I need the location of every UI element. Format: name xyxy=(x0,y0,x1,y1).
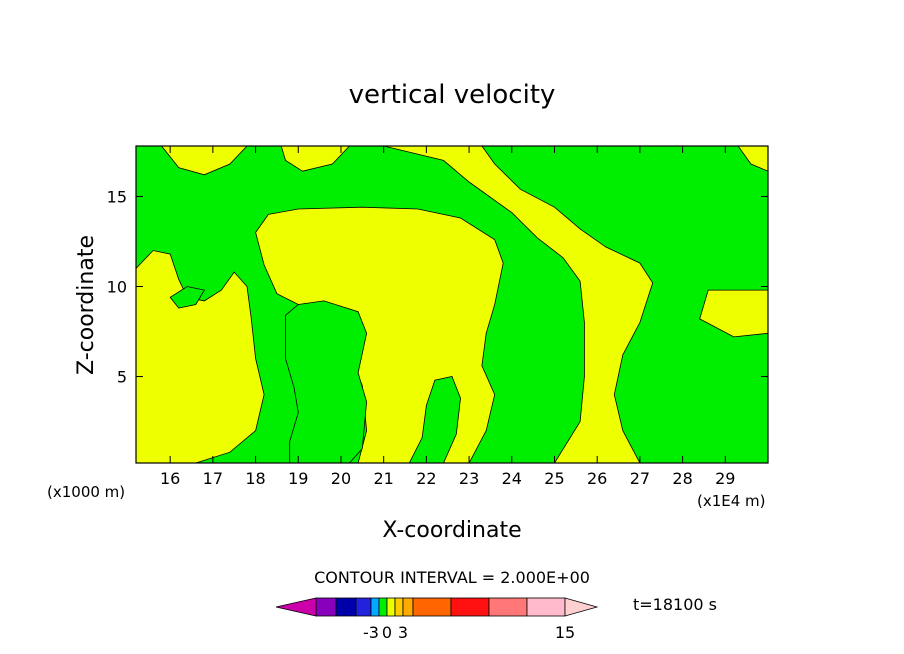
colorbar xyxy=(275,597,599,617)
x-tick-label: 29 xyxy=(715,469,735,488)
x-tick-label: 25 xyxy=(544,469,564,488)
chart-title: vertical velocity xyxy=(349,80,556,110)
colorbar-cell xyxy=(355,597,372,617)
colorbar-cell xyxy=(370,597,380,617)
contour-region-positive-6 xyxy=(737,146,768,172)
contour-regions xyxy=(136,146,768,463)
colorbar-tick-label: 3 xyxy=(398,623,408,642)
x-tick-label: 28 xyxy=(672,469,692,488)
x-unit-right: (x1E4 m) xyxy=(697,492,766,510)
contour-region-positive-4 xyxy=(161,146,248,176)
contour-region-positive-1 xyxy=(383,146,654,463)
colorbar-tick-label: -3 xyxy=(363,623,379,642)
contour-region-positive-5 xyxy=(699,289,768,338)
x-tick-label: 21 xyxy=(373,469,393,488)
contour-region-negative-7 xyxy=(285,300,368,463)
colorbar-tick-label: 0 xyxy=(382,623,392,642)
colorbar-cell xyxy=(488,597,528,617)
y-tick-label: 15 xyxy=(107,187,127,206)
x-tick-label: 19 xyxy=(288,469,308,488)
colorbar-cell xyxy=(378,597,388,617)
plot-area xyxy=(135,145,769,464)
x-tick-label: 20 xyxy=(331,469,351,488)
x-axis-ticks: 16 17 18 19 20 21 22 23 24 25 26 27 28 29 xyxy=(160,146,735,488)
colorbar-right-arrow xyxy=(564,597,599,617)
x-axis-label: X-coordinate xyxy=(382,518,521,543)
x-tick-label: 16 xyxy=(160,469,180,488)
plot-frame xyxy=(135,145,769,464)
y-axis-ticks: 5 10 15 xyxy=(107,187,768,387)
time-label: t=18100 s xyxy=(633,595,717,614)
x-tick-label: 23 xyxy=(459,469,479,488)
colorbar-tick-labels: -3 0 3 15 xyxy=(363,623,575,642)
x-tick-label: 26 xyxy=(587,469,607,488)
colorbar-cell xyxy=(386,597,396,617)
contour-interval-label: CONTOUR INTERVAL = 2.000E+00 xyxy=(314,568,590,587)
colorbar-cell xyxy=(315,597,337,617)
x-unit-left: (x1000 m) xyxy=(47,483,125,501)
colorbar-cell xyxy=(335,597,357,617)
contour-region-positive-2 xyxy=(136,250,265,463)
y-axis-label: Z-coordinate xyxy=(74,235,99,375)
x-tick-label: 17 xyxy=(203,469,223,488)
contour-region-negative-9 xyxy=(169,286,205,309)
colorbar-cell xyxy=(450,597,490,617)
y-tick-label: 5 xyxy=(117,368,127,387)
colorbar-cell xyxy=(402,597,414,617)
colorbar-cell xyxy=(394,597,404,617)
colorbar-cell xyxy=(412,597,452,617)
y-tick-label: 10 xyxy=(107,277,127,296)
colorbar-cell xyxy=(526,597,566,617)
x-tick-label: 18 xyxy=(245,469,265,488)
colorbar-left-arrow xyxy=(275,597,317,617)
contour-region-negative-8 xyxy=(408,376,461,463)
colorbar-tick-label: 15 xyxy=(555,623,575,642)
x-tick-label: 27 xyxy=(630,469,650,488)
x-tick-label: 24 xyxy=(502,469,522,488)
x-tick-label: 22 xyxy=(416,469,436,488)
